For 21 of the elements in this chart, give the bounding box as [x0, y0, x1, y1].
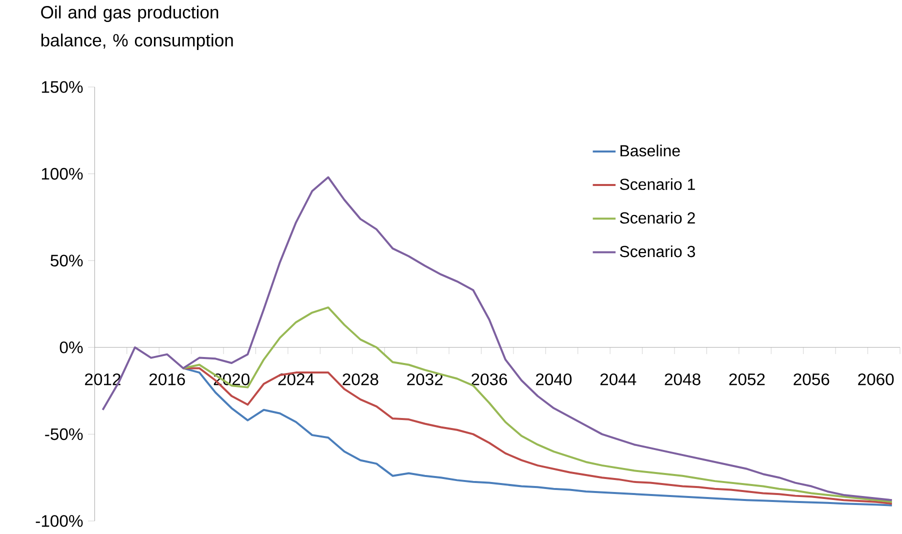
x-tick-label: 2048 [664, 373, 700, 386]
y-tick-label: 0% [60, 342, 83, 354]
y-tick-label: 150% [42, 81, 83, 93]
y-tick-label: 50% [50, 254, 83, 266]
x-tick-label: 2056 [794, 373, 830, 386]
legend-label: Scenario 2 [620, 212, 695, 224]
y-tick-label: -50% [45, 428, 83, 440]
legend-label: Scenario 3 [620, 245, 695, 258]
y-tick-label: -100% [36, 515, 83, 527]
x-tick-label: 2052 [729, 373, 765, 386]
x-tick-label: 2016 [149, 373, 185, 386]
y-tick-label: 100% [42, 168, 83, 180]
x-tick-label: 2060 [858, 373, 894, 386]
legend-label: Baseline [620, 144, 680, 156]
x-tick-label: 2028 [342, 373, 378, 386]
x-tick-label: 2036 [472, 373, 508, 386]
x-tick-label: 2040 [536, 373, 572, 386]
legend-label: Scenario 1 [620, 178, 695, 190]
x-tick-label: 2044 [600, 373, 636, 386]
x-tick-label: 2032 [407, 373, 443, 386]
chart-title: Oil and gas production balance, % consumption [41, 6, 233, 50]
